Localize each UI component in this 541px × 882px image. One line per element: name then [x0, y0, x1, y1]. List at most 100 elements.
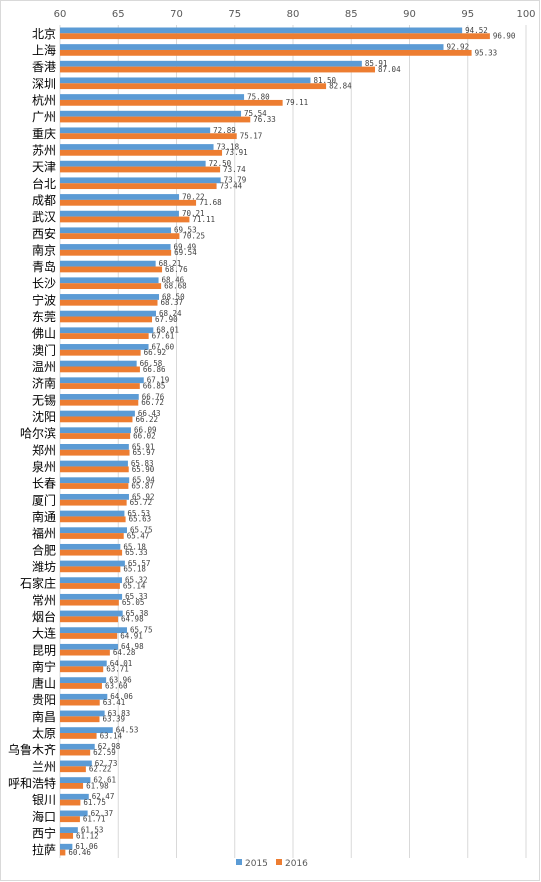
data-label: 65.33 [125, 592, 148, 601]
data-label: 66.58 [140, 359, 163, 368]
data-label: 64.01 [110, 659, 133, 668]
data-label: 65.14 [123, 581, 146, 590]
category-label: 福州 [32, 526, 56, 541]
x-tick-label: 100 [516, 9, 535, 20]
bar-2016 [60, 466, 129, 473]
bar-2015 [60, 577, 122, 584]
data-label: 71.68 [199, 198, 222, 207]
bar-2016 [60, 166, 221, 173]
data-label: 64.98 [121, 642, 144, 651]
bar-2015 [60, 127, 211, 134]
data-label: 79.11 [286, 98, 309, 107]
bar-2015 [60, 477, 130, 484]
x-tick-label: 65 [112, 9, 125, 20]
category-label: 昆明 [32, 643, 56, 657]
bar-2015 [60, 227, 172, 234]
x-tick-label: 90 [403, 9, 416, 20]
category-label: 石家庄 [20, 576, 56, 591]
data-label: 66.02 [133, 431, 156, 440]
category-label: 重庆 [32, 127, 56, 141]
data-label: 95.33 [475, 48, 498, 57]
bar-2015 [60, 210, 179, 217]
bar-2016 [60, 533, 124, 539]
bar-2015 [60, 543, 121, 550]
data-label: 73.74 [223, 165, 246, 174]
bar-2015 [60, 627, 127, 634]
bar-2015 [60, 27, 463, 34]
bar-2015 [60, 643, 119, 650]
category-label: 青岛 [32, 259, 56, 274]
bar-2015 [60, 760, 92, 767]
data-label: 65.83 [131, 459, 154, 468]
bar-2015 [60, 77, 311, 84]
category-label: 南宁 [32, 659, 56, 674]
bar-2016 [60, 799, 81, 806]
data-label: 62.22 [89, 765, 112, 774]
bar-2016 [60, 749, 91, 756]
data-label: 65.33 [125, 548, 148, 557]
data-label: 65.38 [126, 609, 149, 618]
data-label: 66.43 [138, 409, 161, 418]
x-tick-label: 95 [461, 9, 474, 20]
bar-2015 [60, 660, 107, 667]
category-label: 潍坊 [32, 559, 56, 574]
data-label: 68.76 [165, 265, 188, 274]
bar-2015 [60, 110, 242, 117]
bar-2015 [60, 677, 107, 684]
bar-2016 [60, 783, 84, 789]
data-label: 63.14 [100, 731, 123, 740]
data-label: 82.84 [329, 82, 352, 91]
bar-2015 [60, 194, 180, 200]
bar-2015 [60, 244, 171, 250]
bar-2015 [60, 710, 105, 717]
bar-2015 [60, 344, 149, 350]
category-label: 温州 [32, 360, 56, 374]
data-label: 63.39 [102, 715, 125, 724]
data-label: 63.83 [108, 709, 131, 718]
bar-2016 [60, 683, 102, 689]
data-label: 73.91 [225, 148, 248, 157]
bar-2016 [60, 383, 140, 389]
bar-2016 [60, 266, 163, 273]
bar-2015 [60, 394, 139, 400]
bar-2015 [60, 810, 88, 817]
data-label: 73.79 [224, 176, 247, 185]
data-label: 65.75 [130, 526, 153, 535]
bar-2016 [60, 733, 97, 739]
bar-2016 [60, 116, 251, 123]
data-label: 87.04 [378, 65, 401, 74]
category-label: 上海 [32, 42, 56, 57]
bar-2015 [60, 410, 135, 417]
bar-2016 [60, 699, 100, 706]
category-label: 香港 [32, 60, 56, 74]
category-label: 烟台 [32, 609, 56, 624]
data-label: 69.54 [174, 248, 197, 257]
data-label: 65.47 [127, 531, 150, 540]
bar-2016 [60, 599, 119, 606]
category-label: 哈尔滨 [20, 426, 56, 441]
category-label: 兰州 [32, 760, 56, 774]
data-label: 66.72 [141, 398, 164, 407]
data-label: 68.24 [159, 309, 182, 318]
category-label: 长沙 [32, 277, 56, 291]
bar-2016 [60, 183, 217, 190]
category-label: 大连 [32, 626, 56, 641]
data-label: 70.21 [182, 209, 205, 218]
data-label: 69.49 [174, 242, 197, 251]
bar-2015 [60, 94, 245, 100]
bar-2016 [60, 49, 472, 56]
data-label: 70.22 [182, 192, 205, 201]
data-label: 65.32 [125, 576, 148, 585]
data-label: 68.21 [159, 259, 182, 268]
bar-2015 [60, 444, 129, 450]
x-tick-label: 75 [228, 9, 241, 20]
data-label: 67.90 [155, 315, 178, 324]
category-label: 成都 [32, 193, 56, 207]
data-label: 68.37 [161, 298, 184, 307]
category-label: 东莞 [32, 310, 56, 324]
bar-2015 [60, 377, 144, 384]
bar-2016 [60, 99, 283, 106]
data-label: 62.61 [93, 776, 116, 785]
